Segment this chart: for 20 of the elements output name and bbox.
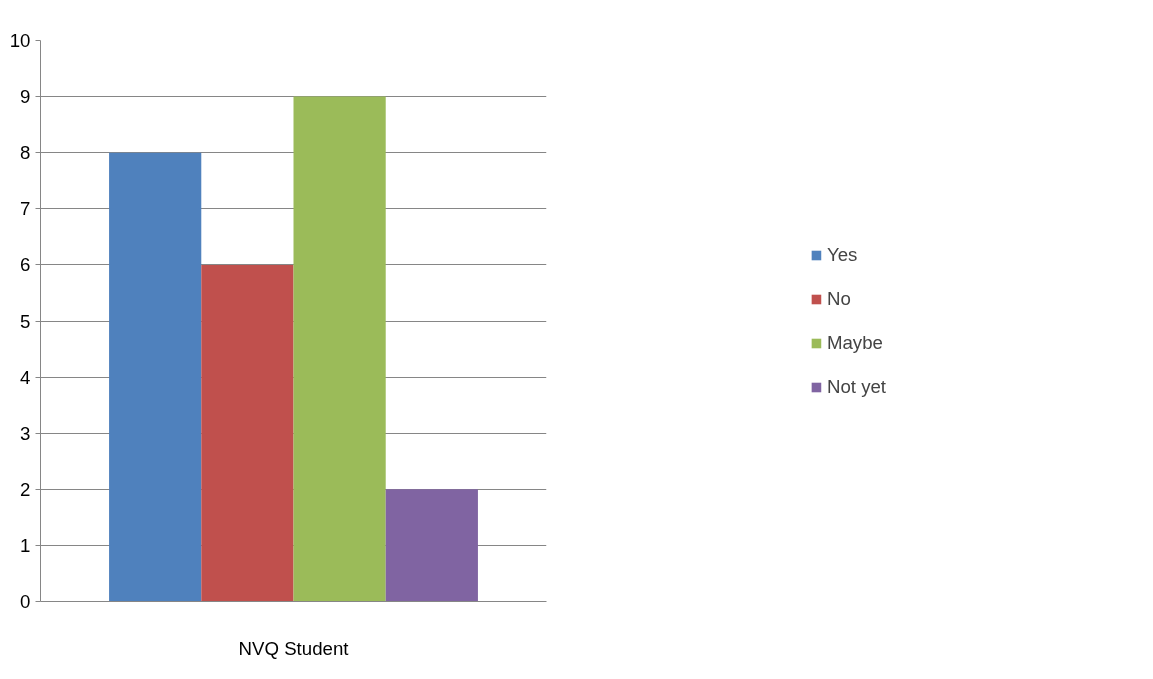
bar <box>293 96 386 602</box>
legend-label: Yes <box>826 243 858 266</box>
bar <box>201 264 294 602</box>
y-tick-label: 2 <box>20 478 31 500</box>
y-tick-label: 10 <box>9 30 31 51</box>
bar <box>385 489 478 602</box>
legend-label: Not yet <box>826 375 887 398</box>
y-tick-label: 0 <box>20 591 31 612</box>
y-tick-label: 4 <box>20 366 31 388</box>
x-tick-label: NVQ Student <box>238 637 350 659</box>
y-tick-label: 6 <box>20 254 31 276</box>
y-tick-label: 9 <box>20 86 31 108</box>
legend-label: No <box>826 287 851 310</box>
legend-label: Maybe <box>826 331 883 354</box>
y-tick-label: 3 <box>20 422 31 444</box>
y-tick-label: 8 <box>20 142 31 164</box>
y-tick-label: 7 <box>20 198 31 220</box>
y-tick-label: 5 <box>20 310 31 332</box>
bar <box>109 152 202 602</box>
y-tick-label: 1 <box>20 534 31 556</box>
